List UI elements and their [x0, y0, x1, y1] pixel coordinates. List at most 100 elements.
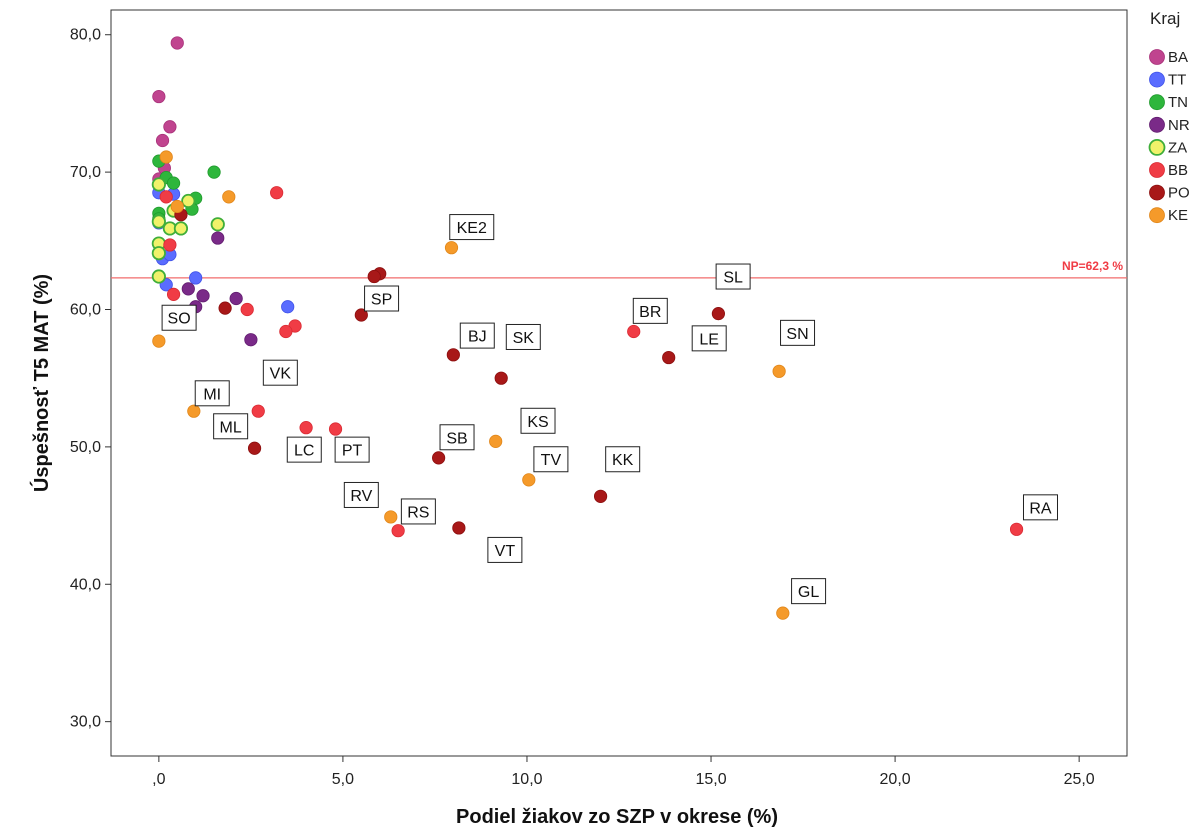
point-label: RV — [343, 481, 379, 508]
point-label: VK — [262, 359, 298, 386]
data-point — [494, 371, 508, 385]
point-label-text: SL — [723, 270, 743, 287]
x-axis: ,0 5,0 10,0 15,0 20,0 25,0 — [152, 756, 1095, 788]
legend-marker — [1149, 207, 1165, 224]
point-label: KS — [520, 407, 556, 434]
data-point — [299, 421, 313, 435]
x-tick-label: ,0 — [152, 771, 165, 788]
y-tick-label: 70,0 — [70, 164, 101, 181]
point-label: MI — [194, 380, 230, 407]
point-label: SO — [161, 304, 197, 331]
legend-item-ke: KE — [1149, 207, 1188, 224]
data-point — [170, 199, 184, 214]
legend-item-tn: TN — [1149, 94, 1188, 111]
point-label-box — [343, 481, 379, 508]
data-point — [772, 364, 786, 378]
data-point — [163, 120, 177, 134]
point-label: ML — [213, 413, 249, 440]
point-label-text: ML — [220, 419, 242, 436]
data-point — [247, 441, 262, 455]
y-tick-label: 50,0 — [70, 439, 101, 456]
legend-item-nr: NR — [1149, 116, 1190, 134]
point-label-box — [533, 446, 569, 473]
point-label-box — [213, 413, 249, 440]
data-point — [181, 193, 196, 209]
legend-marker — [1149, 116, 1165, 133]
point-label-text: SN — [786, 326, 808, 343]
series-ke — [152, 150, 790, 620]
point-label: RA — [1022, 494, 1058, 521]
data-point — [207, 165, 221, 179]
point-label: SP — [364, 285, 400, 312]
legend-label: NR — [1168, 117, 1190, 134]
x-tick-label: 5,0 — [332, 771, 354, 788]
point-label-box — [791, 578, 827, 605]
np-reference-label: NP=62,3 % — [1062, 259, 1123, 273]
point-label-text: RA — [1029, 500, 1052, 517]
data-point — [279, 324, 293, 339]
data-point — [159, 150, 173, 164]
point-label-box — [364, 285, 400, 312]
point-label-text: RS — [407, 504, 429, 521]
point-label-box — [605, 446, 641, 473]
point-label: SN — [780, 319, 816, 346]
point-label: BJ — [459, 322, 495, 349]
point-label-text: TV — [541, 452, 562, 469]
point-label-text: KK — [612, 452, 634, 469]
data-point — [196, 289, 210, 303]
point-label-text: PT — [342, 443, 363, 460]
point-label-box — [286, 436, 322, 463]
data-point — [444, 241, 459, 255]
data-point — [281, 300, 295, 314]
data-point — [776, 606, 790, 620]
data-point — [151, 246, 166, 261]
point-label-box — [487, 536, 523, 563]
data-point — [152, 334, 166, 348]
data-point — [432, 451, 446, 465]
data-point — [222, 190, 236, 204]
data-point — [152, 89, 166, 104]
data-point — [489, 434, 503, 448]
legend-label: KE — [1168, 207, 1188, 224]
legend-marker — [1149, 162, 1165, 178]
point-label-text: VT — [495, 543, 516, 560]
point-label-text: RV — [350, 488, 372, 505]
data-point — [711, 307, 725, 321]
series-za — [151, 177, 225, 284]
point-label-text: MI — [203, 386, 221, 403]
data-point — [210, 217, 225, 232]
point-label-text: SO — [168, 311, 191, 328]
data-point — [189, 271, 203, 285]
point-label-box — [780, 319, 816, 346]
x-tick-label: 15,0 — [695, 771, 726, 788]
point-label-box — [334, 436, 370, 463]
point-label: KK — [605, 446, 641, 473]
point-label-box — [505, 323, 541, 350]
point-label-box — [262, 359, 298, 386]
data-point — [240, 302, 254, 317]
point-label-text: GL — [798, 584, 819, 601]
series-po — [174, 208, 725, 535]
data-point — [211, 231, 225, 245]
data-point — [367, 269, 381, 284]
point-label-box — [632, 297, 668, 324]
data-point — [170, 36, 184, 50]
point-label-text: SB — [446, 430, 467, 447]
y-tick-label: 60,0 — [70, 301, 101, 318]
x-tick-label: 10,0 — [511, 771, 542, 788]
data-point — [446, 348, 460, 362]
data-point — [251, 404, 265, 418]
data-points — [151, 36, 1024, 620]
legend-label: PO — [1168, 185, 1190, 202]
point-label: RS — [400, 498, 436, 525]
legend-marker — [1149, 184, 1165, 201]
legend-title: Kraj — [1150, 9, 1180, 28]
data-point — [181, 282, 195, 296]
legend-marker — [1149, 49, 1165, 65]
x-tick-label: 20,0 — [880, 771, 911, 788]
point-label: LE — [691, 325, 727, 352]
legend-item-tt: TT — [1149, 72, 1186, 89]
point-label: LC — [286, 436, 322, 463]
point-label: SK — [505, 323, 541, 350]
legend: Kraj BA TT TN NR ZA BB PO KE — [1148, 9, 1190, 224]
